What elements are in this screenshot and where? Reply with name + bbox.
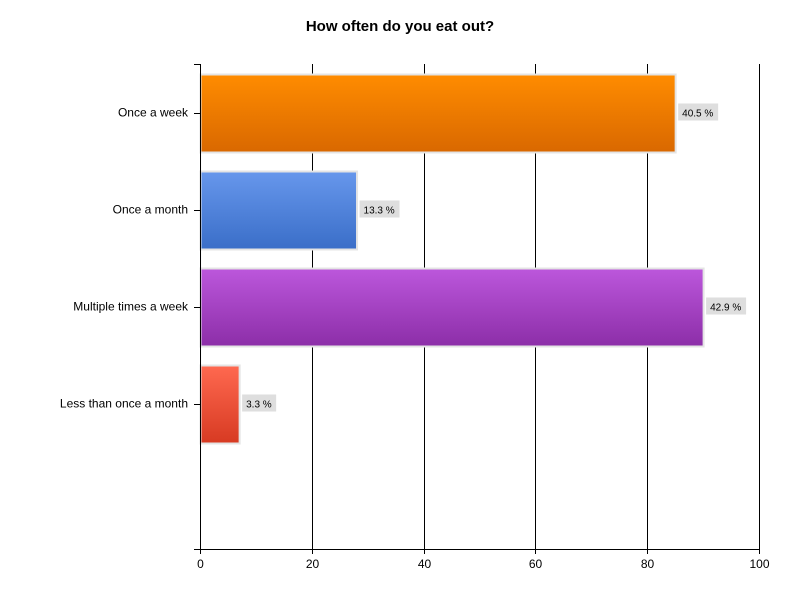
bar-once-a-month [199, 170, 359, 251]
data-label-bg [706, 297, 747, 315]
data-label-bg [359, 200, 400, 218]
category-label: Once a month [113, 203, 188, 217]
data-label: 40.5 % [682, 109, 713, 120]
x-tick-label: 40 [418, 557, 432, 571]
x-tick-label: 20 [306, 557, 320, 571]
category-label: Less than once a month [60, 397, 188, 411]
data-labels: 40.5 % 13.3 % 42.9 % 3.3 % [242, 103, 747, 412]
bar-less-than-once-a-month [199, 364, 241, 445]
bars [199, 73, 705, 445]
data-label: 42.9 % [710, 303, 741, 314]
category-label: Once a week [118, 106, 189, 120]
data-label: 3.3 % [246, 400, 272, 411]
x-tick-label: 60 [529, 557, 543, 571]
bar-multiple-times-a-week [199, 267, 705, 348]
data-label-bg [242, 394, 277, 412]
axes: 0 20 40 60 80 100 Once a week Once a month Multi… [60, 64, 770, 571]
x-tick-label: 100 [749, 557, 769, 571]
data-label: 13.3 % [364, 206, 395, 217]
category-label: Multiple times a week [73, 300, 189, 314]
data-label-bg [678, 103, 719, 121]
bar-once-a-week [199, 73, 677, 154]
chart-title: How often do you eat out? [305, 18, 495, 35]
x-tick-label: 80 [641, 557, 655, 571]
x-tick-label: 0 [197, 557, 204, 571]
